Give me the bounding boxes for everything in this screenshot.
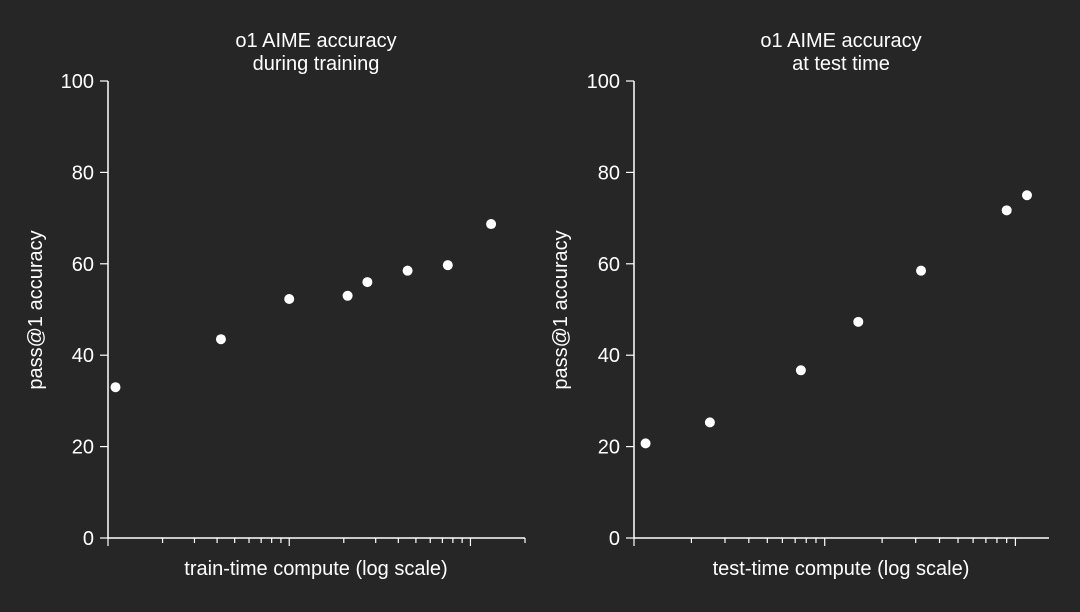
y-tick-label: 80 xyxy=(72,162,94,184)
y-tick-label: 60 xyxy=(598,254,620,276)
data-point xyxy=(1001,205,1012,216)
data-point xyxy=(795,365,806,376)
data-point xyxy=(215,334,226,345)
data-point xyxy=(486,219,497,230)
data-point xyxy=(1021,190,1032,201)
chart-title-line-1: o1 AIME accuracy xyxy=(760,30,921,52)
y-tick-label: 0 xyxy=(83,528,94,550)
y-axis-label: pass@1 accuracy xyxy=(25,230,47,389)
y-tick-label: 20 xyxy=(72,437,94,459)
data-point xyxy=(110,382,121,393)
y-tick-label: 100 xyxy=(587,71,620,93)
y-axis-label: pass@1 accuracy xyxy=(550,230,572,389)
y-tick-label: 40 xyxy=(598,345,620,367)
y-tick-label: 100 xyxy=(61,71,94,93)
x-axis-label: test-time compute (log scale) xyxy=(713,558,970,580)
data-point xyxy=(342,290,353,301)
y-tick-label: 0 xyxy=(609,528,620,550)
y-tick-label: 80 xyxy=(598,162,620,184)
chart-title-line-2: at test time xyxy=(792,53,890,75)
chart-title-line-2: during training xyxy=(253,53,380,75)
data-point xyxy=(640,438,651,449)
chart-title-line-1: o1 AIME accuracy xyxy=(235,30,396,52)
y-tick-label: 40 xyxy=(72,345,94,367)
x-axis-label: train-time compute (log scale) xyxy=(184,558,447,580)
data-point xyxy=(402,265,413,276)
data-point xyxy=(284,293,295,304)
y-tick-label: 20 xyxy=(598,437,620,459)
data-point xyxy=(362,277,373,288)
data-point xyxy=(704,417,715,428)
data-point xyxy=(916,265,927,276)
y-tick-label: 60 xyxy=(72,254,94,276)
data-point xyxy=(442,260,453,271)
data-point xyxy=(853,316,864,327)
